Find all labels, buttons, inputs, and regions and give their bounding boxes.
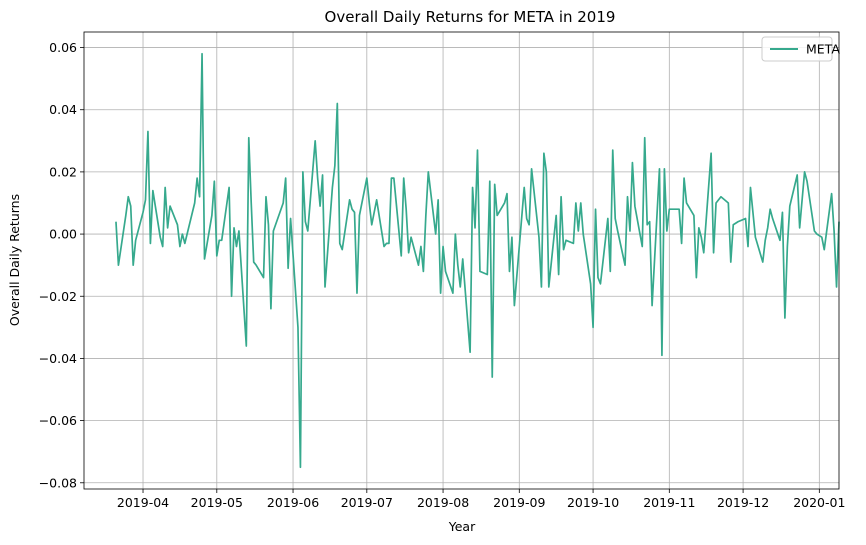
- y-axis-title: Overall Daily Returns: [7, 194, 22, 326]
- x-tick-label: 2019-06: [267, 495, 319, 510]
- y-tick-label: 0.00: [49, 227, 77, 242]
- y-tick-label: −0.08: [39, 475, 77, 490]
- plot-area: [84, 32, 839, 489]
- x-tick-label: 2019-04: [117, 495, 169, 510]
- x-tick-label: 2019-05: [191, 495, 243, 510]
- x-tick-label: 2019-10: [567, 495, 619, 510]
- x-tick-label: 2019-12: [717, 495, 769, 510]
- horizontal-gridlines: [84, 47, 839, 484]
- series-line-meta: [115, 52, 840, 469]
- legend: META: [761, 36, 840, 62]
- y-tick-label: −0.06: [39, 413, 77, 428]
- y-tick-label: 0.02: [49, 164, 77, 179]
- y-tick-label: 0.06: [49, 40, 77, 55]
- y-tick-label: −0.04: [39, 351, 77, 366]
- chart-title: Overall Daily Returns for META in 2019: [325, 8, 616, 26]
- x-tick-label: 2019-08: [417, 495, 469, 510]
- x-axis-ticks: 2019-04 2019-05 2019-06 2019-07 2019-08 2019-…: [117, 489, 845, 510]
- plot-frame: [83, 31, 840, 490]
- y-tick-label: 0.04: [49, 102, 77, 117]
- series-layer: [115, 52, 840, 469]
- x-tick-label: 2019-07: [341, 495, 393, 510]
- x-tick-label: 2019-09: [493, 495, 545, 510]
- y-tick-label: −0.02: [39, 289, 77, 304]
- legend-label-meta: META: [806, 42, 840, 57]
- x-tick-label: 2019-11: [643, 495, 695, 510]
- y-axis-ticks: −0.08 −0.06 −0.04 −0.02 0.00 0.02 0.04 0.06: [39, 40, 84, 490]
- x-tick-label: 2020-01: [793, 495, 845, 510]
- x-axis-title: Year: [448, 519, 476, 534]
